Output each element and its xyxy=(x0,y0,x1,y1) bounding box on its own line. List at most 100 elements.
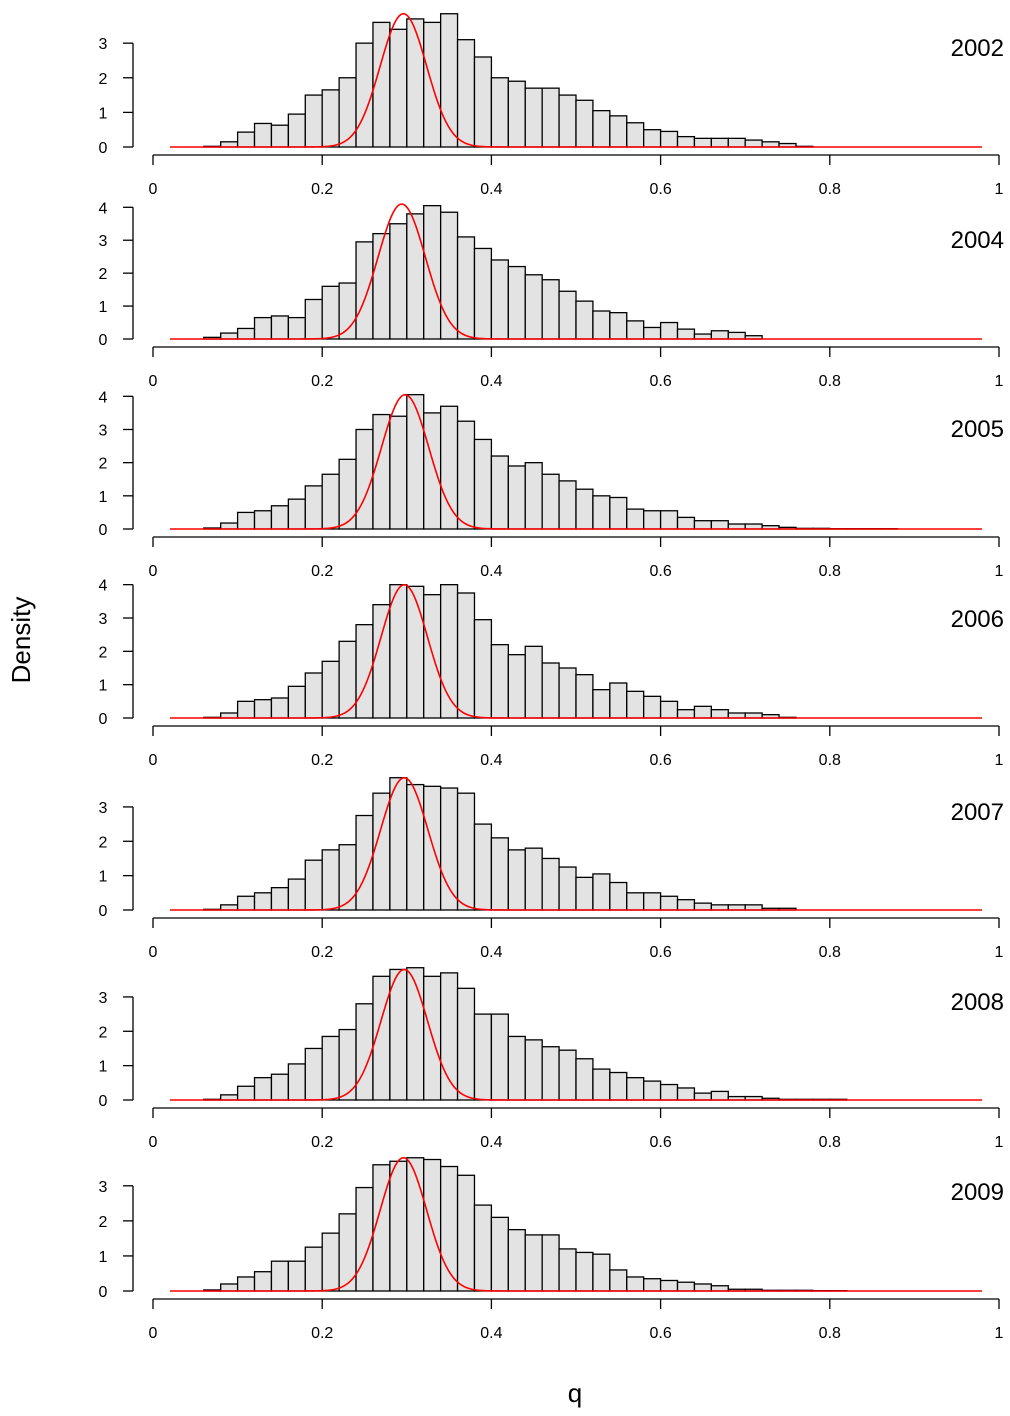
x-tick-label: 0.8 xyxy=(819,373,841,390)
histogram-bar xyxy=(643,510,662,530)
histogram-bar xyxy=(389,968,408,1101)
y-tick-label: 0 xyxy=(99,1093,108,1110)
histogram-bar xyxy=(304,1246,323,1292)
histogram-bar xyxy=(659,1083,679,1101)
x-tick-label: 0 xyxy=(149,752,158,769)
histogram-bar xyxy=(727,137,746,148)
histogram-bar xyxy=(744,139,763,148)
density-curve xyxy=(169,968,983,1101)
y-tick-label: 2 xyxy=(99,1214,108,1231)
histogram-bar xyxy=(575,674,594,719)
histogram-bar xyxy=(236,700,256,719)
y-tick-label: 3 xyxy=(99,36,108,53)
y-tick-label: 1 xyxy=(99,105,108,122)
histogram-bar xyxy=(236,895,256,911)
histogram-bar xyxy=(321,1035,340,1101)
histogram-bar xyxy=(338,844,357,911)
histogram-bar xyxy=(389,223,408,340)
x-tick-label: 0.6 xyxy=(649,944,671,961)
histogram-bar xyxy=(304,859,323,911)
x-tick-label: 0.4 xyxy=(480,181,502,198)
histogram-bar xyxy=(558,667,577,719)
histogram-bar xyxy=(575,1058,594,1101)
y-tick-label: 3 xyxy=(99,990,108,1007)
y-tick-label: 1 xyxy=(99,489,108,506)
y-tick-label: 4 xyxy=(99,200,108,217)
x-tick-label: 1 xyxy=(995,944,1004,961)
histogram-bar xyxy=(304,485,323,530)
histogram-bar xyxy=(693,137,713,148)
histogram-bar xyxy=(676,516,696,530)
histogram-bar xyxy=(406,967,425,1101)
x-tick-label: 0 xyxy=(149,373,158,390)
panel-year-label: 2007 xyxy=(951,799,1004,826)
histogram-bar xyxy=(253,1077,273,1101)
histogram-bar xyxy=(456,987,476,1101)
y-tick-label: 2 xyxy=(99,644,108,661)
histogram-bar xyxy=(659,130,679,148)
histogram-bar xyxy=(575,488,594,530)
y-tick-label: 0 xyxy=(99,332,108,349)
histogram-bar xyxy=(287,113,306,148)
histogram-bar xyxy=(236,1276,256,1292)
x-tick-label: 0 xyxy=(149,181,158,198)
x-tick-label: 0.8 xyxy=(819,1134,841,1151)
histogram-bar xyxy=(423,1158,442,1292)
histogram-bar xyxy=(439,787,459,911)
histogram-bar xyxy=(321,473,340,530)
histogram-bar xyxy=(592,310,611,340)
histogram-bar xyxy=(406,585,425,719)
y-tick-label: 2 xyxy=(99,71,108,88)
histogram-bar xyxy=(473,56,493,148)
histogram-bar xyxy=(507,80,526,148)
histogram-bar xyxy=(423,785,442,911)
histogram-bar xyxy=(423,594,442,719)
histogram-bar xyxy=(575,1251,594,1292)
histogram-bar xyxy=(490,1216,509,1292)
histogram-bar xyxy=(541,1046,560,1101)
histogram-bar xyxy=(439,405,459,530)
x-tick-label: 0.4 xyxy=(480,944,502,961)
x-tick-label: 0.2 xyxy=(311,752,333,769)
histogram-bar xyxy=(321,89,340,148)
histogram-bar xyxy=(524,274,543,340)
histogram-bar xyxy=(575,876,594,911)
x-tick-label: 0.6 xyxy=(649,563,671,580)
histogram-bar xyxy=(270,124,290,148)
density-curve xyxy=(169,1156,983,1292)
histogram-bar xyxy=(236,131,256,148)
histogram-bar xyxy=(575,99,594,148)
panel-year-label: 2006 xyxy=(951,606,1004,633)
x-tick-label: 1 xyxy=(995,1134,1004,1151)
y-tick-label: 3 xyxy=(99,422,108,439)
histogram-bar xyxy=(558,290,577,340)
histogram-bar xyxy=(220,332,239,340)
x-tick-label: 1 xyxy=(995,563,1004,580)
x-tick-label: 0.2 xyxy=(311,563,333,580)
histogram-bar xyxy=(524,645,543,719)
histogram-bar xyxy=(270,1260,290,1292)
histogram-bar xyxy=(592,1068,611,1101)
y-tick-label: 2 xyxy=(99,834,108,851)
histogram-bar xyxy=(423,412,442,530)
histogram-bar xyxy=(524,462,543,530)
histogram-bar xyxy=(287,685,306,719)
panel-year-label: 2009 xyxy=(951,1179,1004,1206)
histogram-bar xyxy=(592,495,611,530)
histogram-bar xyxy=(287,1063,306,1101)
histogram-bar xyxy=(676,709,696,719)
histogram-bar xyxy=(372,232,391,340)
x-tick-label: 0.2 xyxy=(311,1134,333,1151)
histogram-bar xyxy=(490,837,509,911)
histogram-bar xyxy=(710,709,729,719)
histogram-bar xyxy=(541,279,560,340)
histogram-bar xyxy=(287,498,306,530)
histogram-bar xyxy=(338,77,357,148)
histogram-bar xyxy=(693,1092,713,1101)
histogram-bar xyxy=(423,204,442,340)
histogram-bar xyxy=(626,690,645,719)
histogram-bar xyxy=(710,1090,729,1101)
histogram-bar xyxy=(676,135,696,148)
histogram-bar xyxy=(490,644,509,719)
